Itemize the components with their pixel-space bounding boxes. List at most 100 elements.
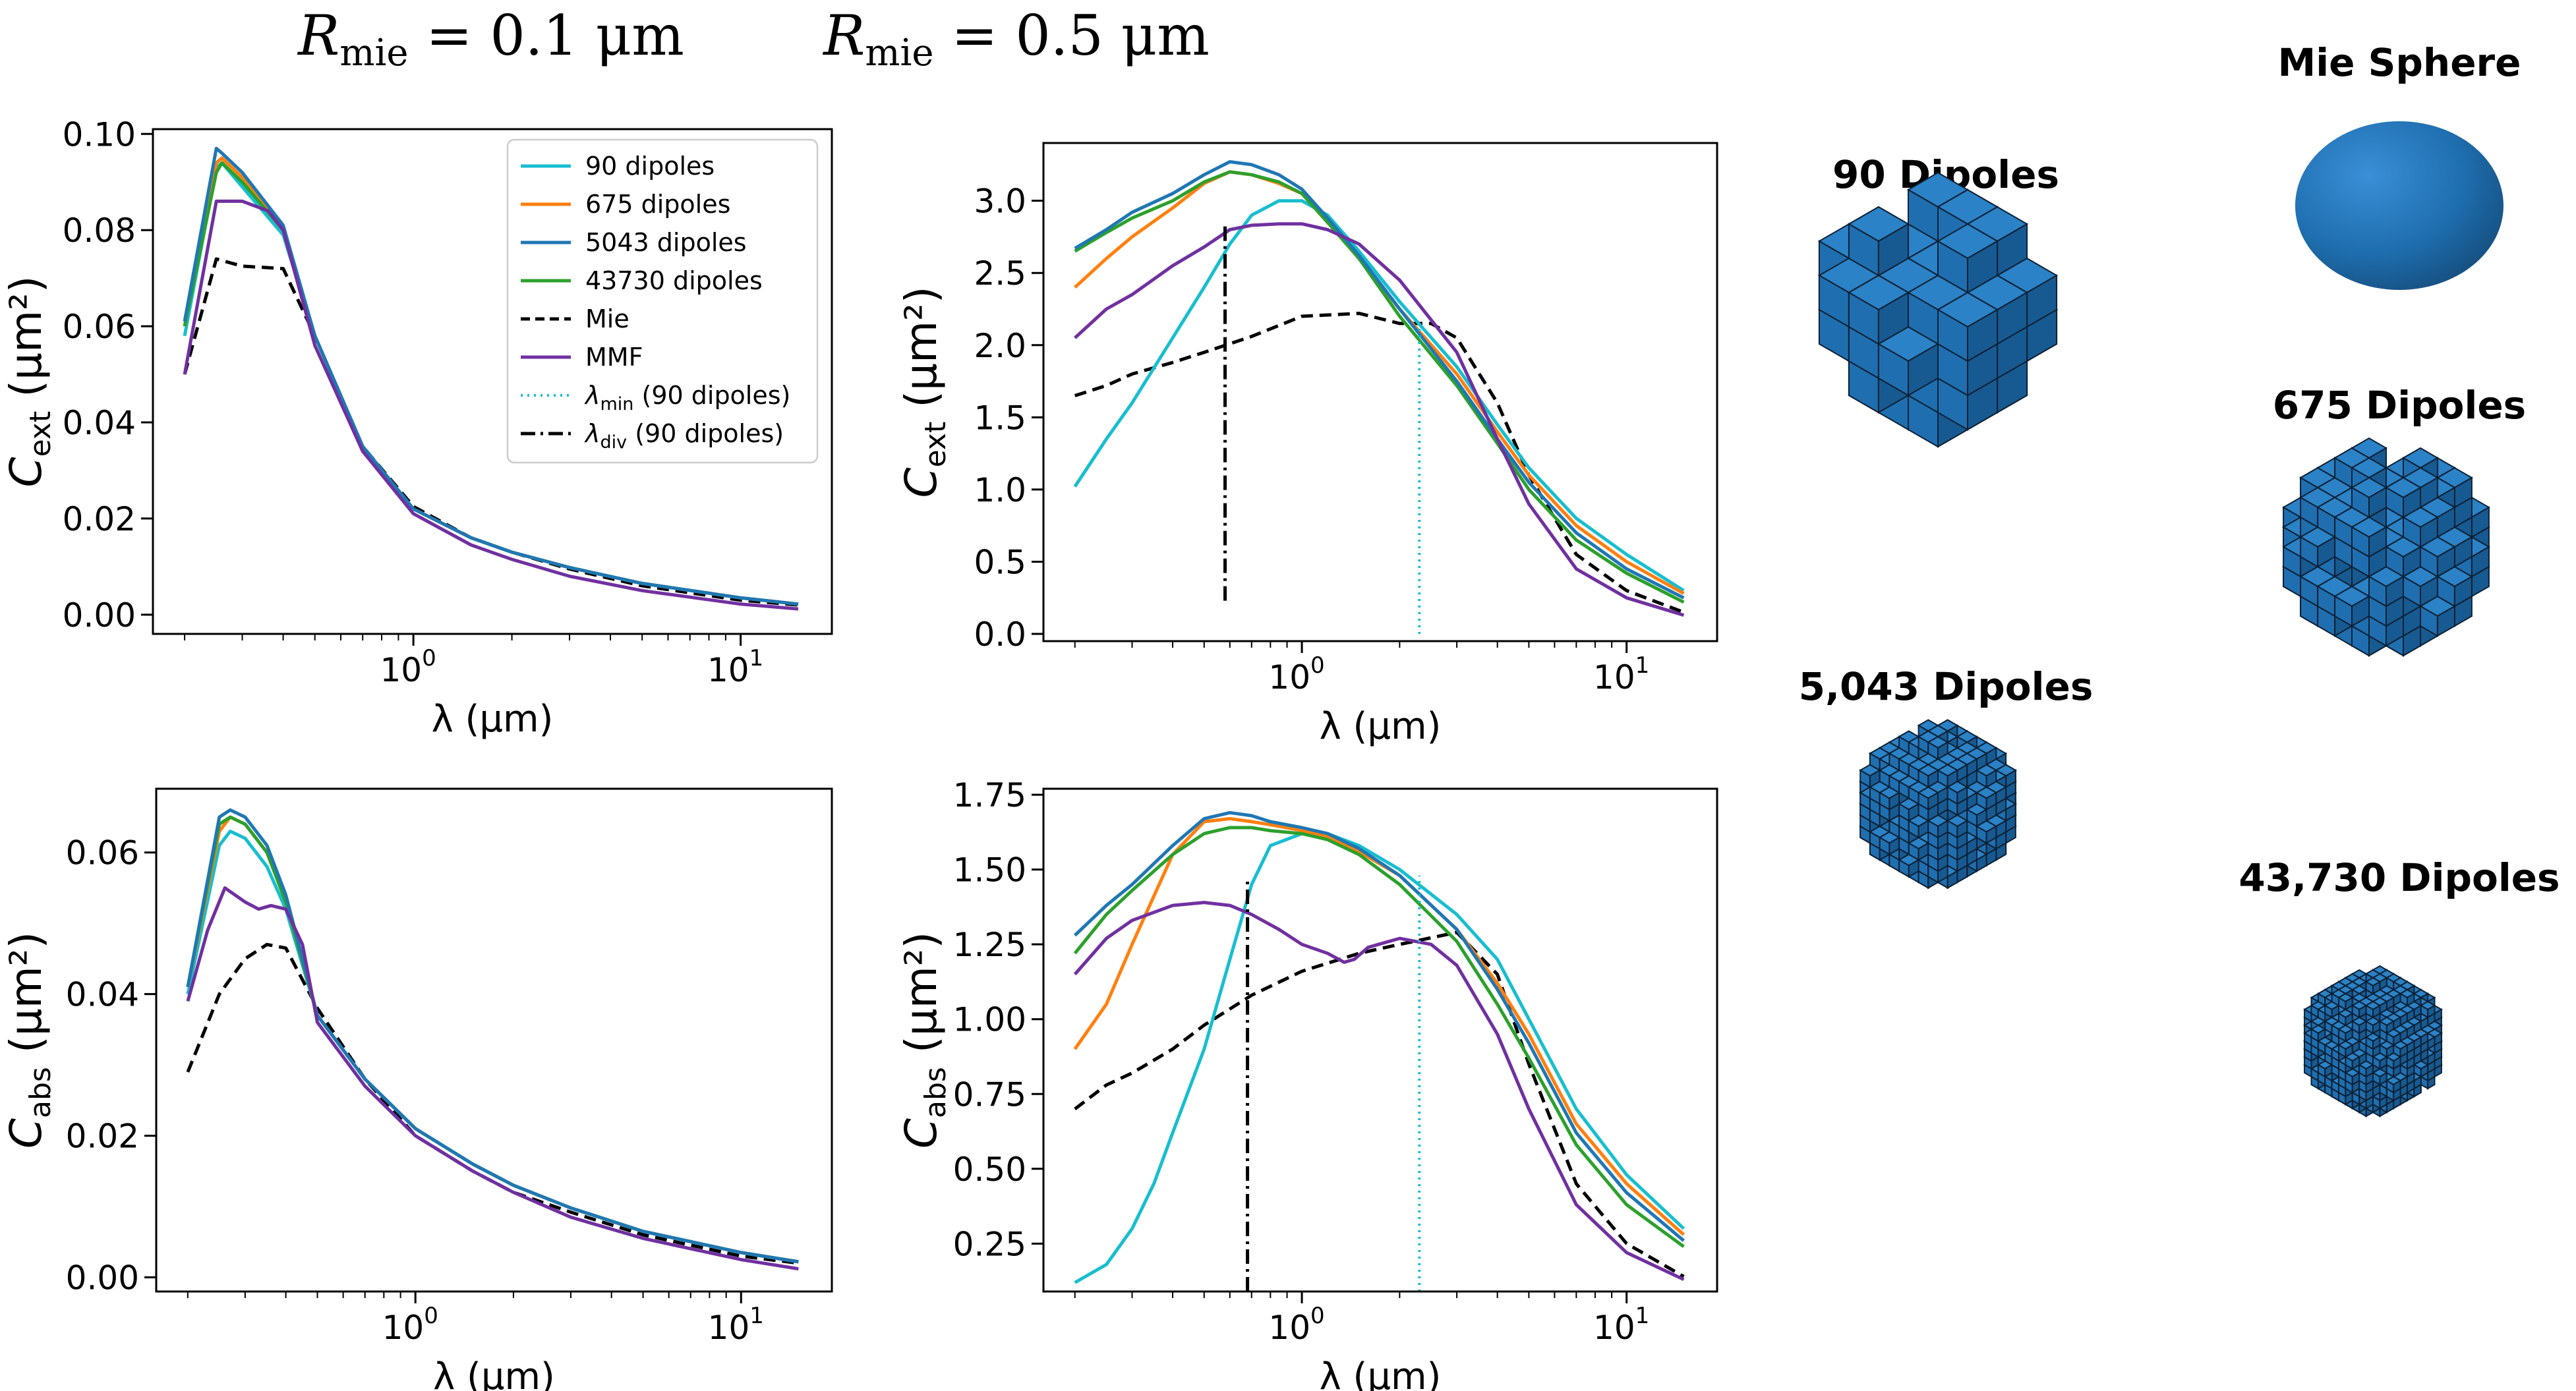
legend-entry-43730-dipoles: 43730 dipoles: [521, 266, 763, 295]
structure-43730-dipoles: 43,730 Dipoles: [2239, 855, 2560, 1118]
legend-entry-mie: Mie: [521, 304, 629, 333]
y-axis-label: Cext (μm²): [1, 276, 57, 488]
axes-frame: [1042, 787, 1718, 1293]
series-43730-dipoles: [186, 815, 799, 1264]
label-5043-dipoles: 5,043 Dipoles: [1799, 664, 2093, 709]
y-axis-label: Cabs (μm²): [896, 932, 952, 1149]
y-tick-label: 0.02: [66, 1118, 139, 1156]
plot-area: [1073, 810, 1685, 1292]
label-43730-dipoles: 43,730 Dipoles: [2239, 855, 2560, 900]
cube-face: [2471, 546, 2490, 578]
series-mie: [1074, 930, 1685, 1278]
x-tick-label: 101: [707, 645, 763, 689]
series-mmf: [1073, 901, 1685, 1282]
legend-entry-div: λdiv (90 dipoles): [521, 419, 784, 453]
cube-face: [1976, 853, 1987, 872]
y-tick-label: 0.75: [953, 1075, 1026, 1114]
y-tick-label: 0.00: [66, 1259, 139, 1297]
y-axis-label: Cext (μm²): [896, 287, 952, 498]
cube-face: [2420, 516, 2438, 548]
y-tick-label: 0.08: [63, 212, 136, 250]
axes-frame: [155, 787, 833, 1293]
structure-90-dipoles: 90 Dipoles: [1817, 152, 2059, 448]
cube-face: [2368, 526, 2387, 558]
y-tick-label: 3.0: [974, 183, 1026, 221]
y-tick-label: 1.25: [953, 926, 1026, 964]
legend-label: Mie: [585, 304, 629, 333]
series-5043-dipoles: [1074, 160, 1685, 600]
axes-frame: [152, 128, 833, 635]
x-axis-label: λ (μm): [432, 698, 554, 741]
y-tick-label: 0.10: [63, 115, 136, 154]
cube-face: [2436, 605, 2455, 637]
legend: 90 dipoles 675 dipoles 5043 dipoles 43730 d…: [506, 138, 819, 464]
legend-label: 43730 dipoles: [585, 266, 763, 295]
y-tick-label: 0.5: [974, 543, 1026, 581]
series-5043-dipoles: [186, 808, 799, 1264]
x-axis-label: λ (μm): [433, 1355, 555, 1391]
x-tick-label: 101: [1593, 1303, 1649, 1347]
x-tick-label: 100: [1268, 1303, 1324, 1347]
y-tick-label: 1.75: [953, 776, 1026, 814]
cube-face: [1947, 870, 1958, 890]
y-tick-label: 0.04: [63, 404, 136, 442]
cube-face: [2453, 575, 2473, 608]
series-mmf: [1074, 222, 1685, 617]
y-tick-label: 1.00: [953, 1001, 1026, 1039]
legend-label: λdiv (90 dipoles): [584, 419, 784, 453]
y-tick-label: 2.0: [974, 327, 1026, 365]
x-axis-label: λ (μm): [1320, 1355, 1442, 1391]
legend-entry-5043-dipoles: 5043 dipoles: [521, 228, 747, 257]
cube-face: [2420, 575, 2438, 608]
legend-entry-90-dipoles: 90 dipoles: [521, 152, 715, 181]
y-tick-label: 0.50: [953, 1150, 1026, 1189]
cube-cluster-675: [2282, 437, 2490, 657]
col-title-right: Rmie = 0.5 μm: [822, 3, 1210, 74]
cube-face: [1985, 825, 1997, 845]
y-tick-label: 0.06: [63, 308, 136, 346]
legend-label: 675 dipoles: [585, 190, 730, 219]
cube-face: [1967, 308, 1999, 362]
series-5043-dipoles: [1073, 810, 1685, 1242]
legend-label: 90 dipoles: [585, 152, 715, 181]
cube-face: [1888, 791, 1900, 811]
x-tick-label: 100: [1268, 652, 1324, 696]
cube-face: [2403, 486, 2421, 519]
y-tick-label: 0.0: [974, 615, 1026, 654]
y-tick-label: 0.02: [63, 500, 136, 538]
series-mmf: [183, 199, 799, 611]
cube-face: [1976, 808, 1987, 828]
cube-face: [1985, 791, 1997, 811]
plot-area: [1073, 160, 1685, 635]
legend-entry-min: λmin (90 dipoles): [521, 381, 790, 414]
legend-label: MMF: [585, 343, 643, 372]
series-90-dipoles: [1074, 832, 1685, 1284]
structure-675-dipoles: 675 Dipoles: [2273, 383, 2526, 657]
y-tick-label: 1.0: [974, 471, 1026, 509]
y-axis-label: Cabs (μm²): [1, 932, 57, 1149]
legend-box: [506, 138, 819, 464]
mie-sphere-graphic: [2295, 121, 2503, 290]
x-axis-label: λ (μm): [1320, 705, 1442, 748]
cube-face: [2436, 546, 2455, 578]
x-tick-label: 101: [1593, 652, 1649, 696]
y-tick-label: 0.25: [953, 1225, 1026, 1263]
x-tick-label: 100: [380, 645, 436, 689]
legend-label: λmin (90 dipoles): [584, 381, 790, 414]
col-title-left: Rmie = 0.1 μm: [297, 3, 684, 74]
series-mmf: [186, 886, 799, 1271]
plot-area: [186, 808, 799, 1271]
series-90-dipoles: [1073, 199, 1685, 592]
cube-cluster-90: [1817, 171, 2059, 448]
y-tick-label: 2.5: [974, 254, 1026, 293]
x-tick-label: 101: [708, 1303, 764, 1347]
series-90-dipoles: [186, 830, 799, 1264]
series-mie: [186, 942, 799, 1265]
series-mie: [1074, 312, 1685, 614]
series-mie: [183, 257, 799, 607]
cube-cluster-43730: [2303, 965, 2443, 1118]
